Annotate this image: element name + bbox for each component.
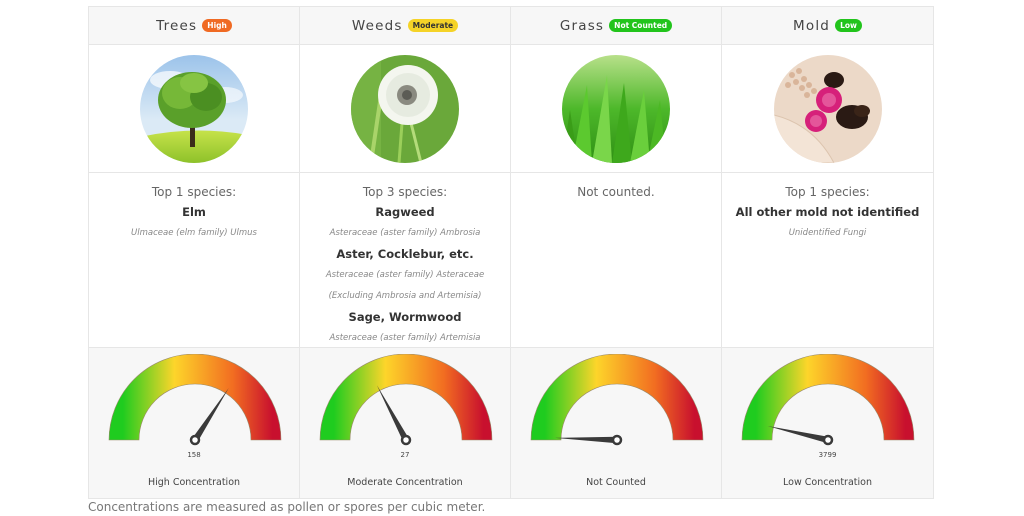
species-latin-note: (Excluding Ambrosia and Artemisia) bbox=[328, 291, 482, 301]
species-cell-trees: Top 1 species: Elm Ulmaceae (elm family)… bbox=[89, 173, 300, 347]
species-name: All other mold not identified bbox=[735, 205, 920, 219]
category-name: Grass bbox=[559, 17, 605, 34]
gauge-value: 27 bbox=[400, 451, 410, 459]
gauge-label: High Concentration bbox=[147, 477, 241, 488]
gauge-hub bbox=[189, 434, 201, 446]
image-cell-mold bbox=[722, 45, 933, 172]
gauge-value: 3799 bbox=[818, 451, 837, 459]
level-badge: High bbox=[202, 19, 232, 32]
concentration-gauge bbox=[741, 354, 915, 446]
species-latin: Asteraceae (aster family) Asteraceae bbox=[325, 270, 485, 280]
species-header: Top 1 species: bbox=[151, 185, 237, 199]
species-latin: Asteraceae (aster family) Ambrosia bbox=[329, 228, 481, 238]
gauge-needle bbox=[767, 426, 829, 444]
species-cell-weeds: Top 3 species: Ragweed Asteraceae (aster… bbox=[300, 173, 511, 347]
image-cell-weeds bbox=[300, 45, 511, 172]
gauge-needle bbox=[376, 385, 409, 442]
header-weeds: Weeds Moderate bbox=[300, 7, 511, 44]
header-mold: Mold Low bbox=[722, 7, 933, 44]
pollen-table: Trees High Weeds Moderate Grass Not Coun… bbox=[88, 6, 934, 499]
species-name: Elm bbox=[182, 205, 206, 219]
concentration-gauge bbox=[530, 354, 704, 446]
gauge-value: 158 bbox=[187, 451, 201, 459]
species-header: Top 1 species: bbox=[785, 185, 870, 199]
species-latin: Ulmaceae (elm family) Ulmus bbox=[131, 228, 257, 238]
category-name: Trees bbox=[156, 17, 198, 34]
concentration-gauge bbox=[108, 354, 282, 446]
level-badge: Not Counted bbox=[609, 19, 673, 32]
gauge-cell-weeds: 27 Moderate Concentration bbox=[300, 348, 511, 498]
gauge-label: Not Counted bbox=[586, 477, 646, 488]
gauge-hub bbox=[400, 434, 412, 446]
species-header: Top 3 species: bbox=[362, 185, 448, 199]
image-cell-grass bbox=[511, 45, 722, 172]
gauge-row: 158 High Concentration 27 Moderate Conce… bbox=[89, 348, 933, 498]
gauge-cell-mold: 3799 Low Concentration bbox=[722, 348, 933, 498]
species-row: Top 1 species: Elm Ulmaceae (elm family)… bbox=[89, 173, 933, 348]
species-latin: Asteraceae (aster family) Artemisia bbox=[329, 333, 481, 343]
grass-image bbox=[562, 54, 670, 163]
header-grass: Grass Not Counted bbox=[511, 7, 722, 44]
species-latin: Unidentified Fungi bbox=[788, 228, 867, 238]
gauge-label: Low Concentration bbox=[783, 477, 872, 488]
level-badge: Moderate bbox=[407, 19, 459, 32]
gauge-cell-trees: 158 High Concentration bbox=[89, 348, 300, 498]
gauge-hub bbox=[611, 434, 623, 446]
dandelion-image bbox=[351, 54, 459, 163]
level-badge: Low bbox=[835, 19, 862, 32]
concentration-gauge bbox=[319, 354, 493, 446]
gauge-needle bbox=[555, 436, 618, 444]
footer-note: Concentrations are measured as pollen or… bbox=[88, 500, 486, 514]
category-name: Weeds bbox=[351, 17, 403, 34]
image-cell-trees bbox=[89, 45, 300, 172]
category-name: Mold bbox=[793, 17, 831, 34]
header-trees: Trees High bbox=[89, 7, 300, 44]
species-name: Sage, Wormwood bbox=[348, 310, 462, 324]
tree-image bbox=[140, 54, 248, 163]
gauge-hub bbox=[822, 434, 834, 446]
mold-image bbox=[773, 54, 882, 163]
species-cell-grass: Not counted. bbox=[511, 173, 722, 347]
image-row bbox=[89, 45, 933, 173]
species-header: Not counted. bbox=[577, 185, 655, 199]
species-cell-mold: Top 1 species: All other mold not identi… bbox=[722, 173, 933, 347]
header-row: Trees High Weeds Moderate Grass Not Coun… bbox=[89, 7, 933, 45]
gauge-label: Moderate Concentration bbox=[347, 477, 463, 488]
gauge-needle bbox=[192, 388, 229, 442]
species-name: Aster, Cocklebur, etc. bbox=[336, 247, 474, 261]
gauge-cell-grass: Not Counted bbox=[511, 348, 722, 498]
species-name: Ragweed bbox=[375, 205, 435, 219]
